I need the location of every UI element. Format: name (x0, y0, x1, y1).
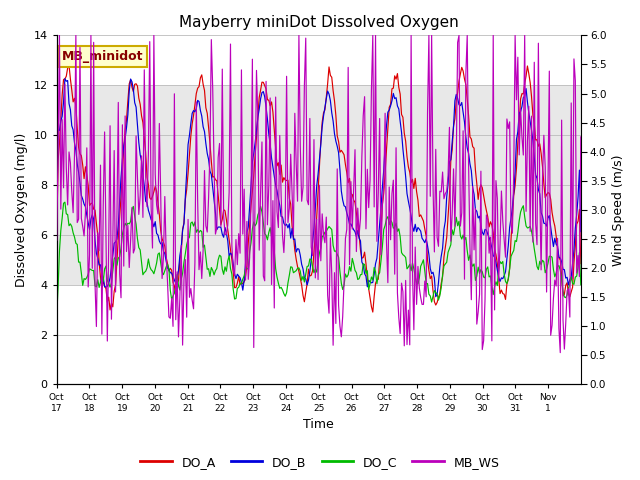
Title: Mayberry miniDot Dissolved Oxygen: Mayberry miniDot Dissolved Oxygen (179, 15, 459, 30)
X-axis label: Time: Time (303, 419, 334, 432)
Legend: DO_A, DO_B, DO_C, MB_WS: DO_A, DO_B, DO_C, MB_WS (136, 451, 504, 474)
Y-axis label: Dissolved Oxygen (mg/l): Dissolved Oxygen (mg/l) (15, 133, 28, 287)
Text: MB_minidot: MB_minidot (62, 50, 143, 63)
Bar (57, 85, 580, 285)
Y-axis label: Wind Speed (m/s): Wind Speed (m/s) (612, 154, 625, 265)
